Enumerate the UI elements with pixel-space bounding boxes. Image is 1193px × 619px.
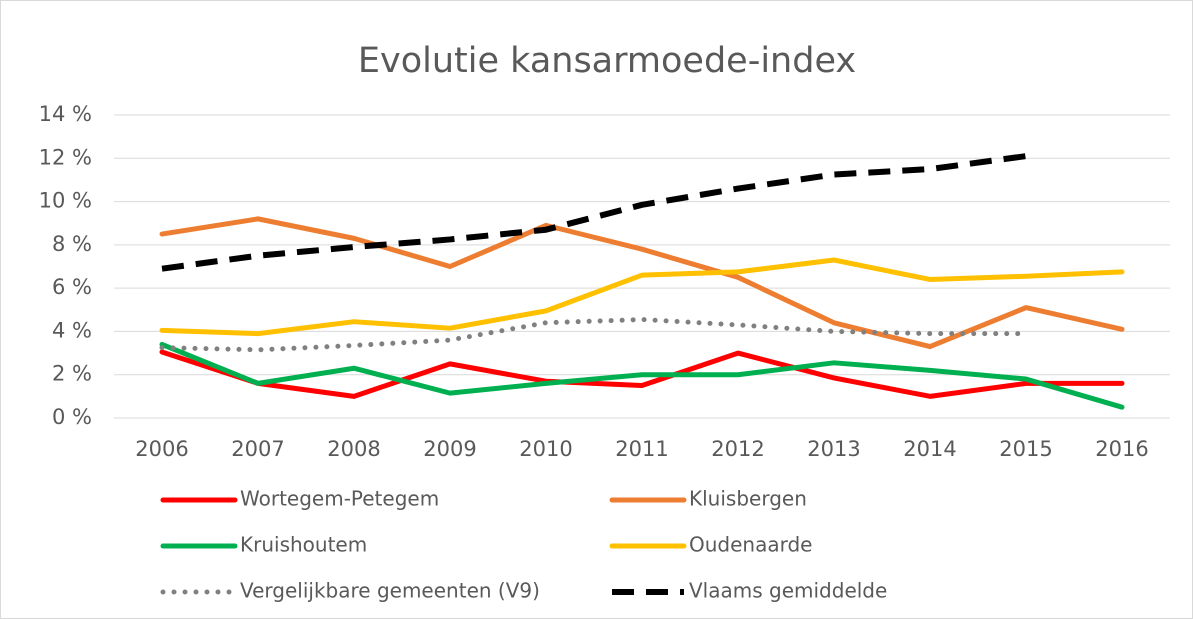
x-tick-label: 2009 bbox=[423, 437, 476, 461]
x-tick-label: 2013 bbox=[807, 437, 860, 461]
legend-label: Oudenaarde bbox=[689, 533, 812, 557]
y-tick-label: 10 % bbox=[39, 189, 92, 213]
x-tick-label: 2016 bbox=[1095, 437, 1148, 461]
y-tick-label: 0 % bbox=[52, 405, 92, 429]
y-tick-label: 8 % bbox=[52, 232, 92, 256]
series-line bbox=[159, 317, 1029, 353]
y-tick-label: 4 % bbox=[52, 318, 92, 342]
legend-label: Vergelijkbare gemeenten (V9) bbox=[240, 579, 540, 603]
y-tick-label: 12 % bbox=[39, 145, 92, 169]
series-line bbox=[159, 341, 1125, 410]
chart-title: Evolutie kansarmoede-index bbox=[358, 41, 856, 81]
x-tick-label: 2006 bbox=[135, 437, 188, 461]
x-tick-label: 2011 bbox=[615, 437, 668, 461]
legend-label: Wortegem-Petegem bbox=[240, 487, 439, 511]
legend-label: Kluisbergen bbox=[689, 487, 807, 511]
x-tick-label: 2015 bbox=[999, 437, 1052, 461]
legend-label: Kruishoutem bbox=[240, 533, 367, 557]
x-tick-label: 2014 bbox=[903, 437, 956, 461]
legend-label: Vlaams gemiddelde bbox=[689, 579, 887, 603]
x-tick-label: 2008 bbox=[327, 437, 380, 461]
x-tick-label: 2010 bbox=[519, 437, 572, 461]
series-line bbox=[159, 257, 1125, 337]
x-tick-label: 2012 bbox=[711, 437, 764, 461]
series-line bbox=[161, 153, 1027, 272]
x-tick-label: 2007 bbox=[231, 437, 284, 461]
y-tick-label: 6 % bbox=[52, 275, 92, 299]
y-tick-label: 14 % bbox=[39, 102, 92, 126]
y-tick-label: 2 % bbox=[52, 362, 92, 386]
series-line bbox=[159, 349, 1125, 399]
